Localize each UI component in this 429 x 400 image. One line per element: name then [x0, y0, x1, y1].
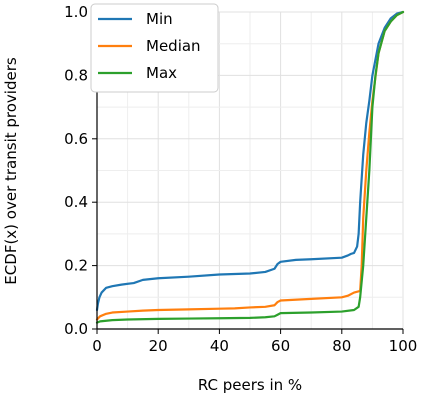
y-tick-label: 0.6 — [64, 130, 88, 148]
series-lines — [95, 10, 405, 324]
y-axis-label: ECDF(x) over transit providers — [2, 57, 20, 285]
legend-frame — [90, 3, 219, 93]
x-tick-label: 100 — [389, 337, 418, 355]
legend-label-max: Max — [146, 64, 177, 82]
x-tick-label: 20 — [149, 337, 168, 355]
x-tick-label: 80 — [332, 337, 351, 355]
y-tick-label: 0.8 — [64, 66, 88, 84]
series-line-min — [95, 10, 405, 312]
y-tick-label: 0.0 — [64, 320, 88, 338]
x-axis-label: RC peers in % — [198, 376, 302, 394]
y-tick-label: 0.2 — [64, 257, 88, 275]
legend: Min Median Max — [90, 3, 219, 93]
x-tick-label: 60 — [271, 337, 290, 355]
legend-label-median: Median — [146, 37, 201, 55]
tick-labels: 0 20 40 60 80 100 0.0 0.2 0.4 0.6 0.8 1.0 — [64, 3, 417, 355]
x-tick-label: 0 — [92, 337, 102, 355]
y-tick-label: 1.0 — [64, 3, 88, 21]
x-tick-label: 40 — [210, 337, 229, 355]
y-tick-label: 0.4 — [64, 193, 88, 211]
series-line-max — [95, 10, 405, 324]
legend-label-min: Min — [146, 10, 173, 28]
